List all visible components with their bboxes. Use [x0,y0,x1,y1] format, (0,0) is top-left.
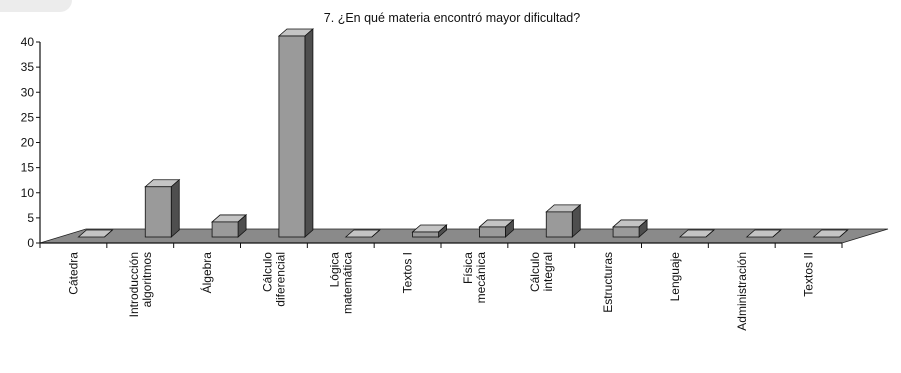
y-tick-label: 0 [27,236,34,250]
x-category-label: Cátedra [66,252,80,295]
corner-tab [0,0,72,12]
chart-title: 7. ¿En qué materia encontró mayor dificu… [324,11,580,25]
y-tick-label: 40 [21,35,35,49]
bar [745,229,782,238]
bar [211,214,248,238]
y-tick-label: 35 [21,60,35,74]
y-tick-label: 25 [21,110,35,124]
x-category-label: Cálculo [528,252,542,292]
x-category-label: algoritmos [140,252,154,307]
x-category-label: matemática [340,252,354,314]
x-category-label: Física [461,252,475,284]
y-tick-label: 5 [27,211,34,225]
bar [678,229,715,238]
bar [478,219,515,238]
y-tick-label: 15 [21,161,35,175]
y-tick-label: 30 [21,85,35,99]
y-tick-label: 20 [21,136,35,150]
x-category-label: Lógica [327,252,341,288]
bar [545,203,582,238]
x-category-label: Textos I [401,252,415,293]
bar [344,229,381,238]
x-category-label: mecánica [474,252,488,304]
x-category-label: Textos II [802,252,816,297]
x-category-label: Álgebra [199,252,214,294]
x-category-label: Cálculo [260,252,274,292]
x-category-label: Introducción [127,252,141,317]
bar [411,224,448,238]
bar [77,229,114,238]
bar [144,178,181,238]
y-tick-label: 10 [21,186,35,200]
x-category-label: integral [541,252,555,291]
x-category-label: diferencial [273,252,287,307]
x-category-label: Administración [735,252,749,331]
bar [812,229,849,238]
x-category-label: Estructuras [601,252,615,313]
bar [277,28,314,238]
x-category-label: Lenguaje [668,252,682,302]
bar [612,219,649,238]
